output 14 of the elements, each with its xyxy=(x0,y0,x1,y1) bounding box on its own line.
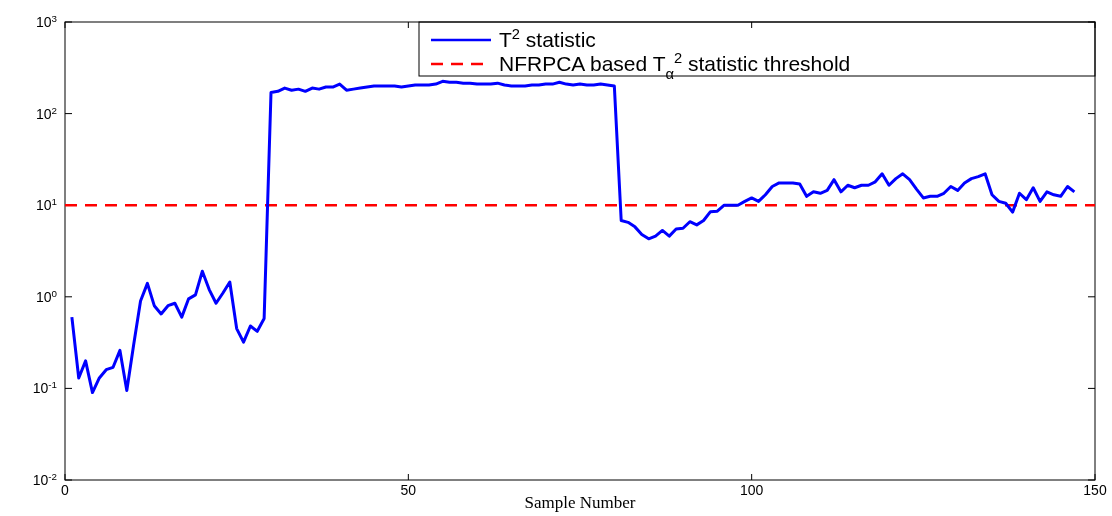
y-tick-label: 10$^{3}$ xyxy=(35,12,58,30)
y-tick-label: 10$^{1}$ xyxy=(35,195,57,214)
x-tick-label: 50 xyxy=(400,482,417,498)
y-tick-label: 10$^{2}$ xyxy=(35,104,57,122)
legend-label: NFRPCA based T$_{α}$$^{2}$ statistic threshold xyxy=(499,50,851,82)
x-tick-label: 0 xyxy=(61,482,70,498)
x-tick-label: 150 xyxy=(1083,482,1107,498)
y-tick-label: 10$^{-2}$ xyxy=(32,470,57,488)
legend-label: T$^{2}$ statistic xyxy=(499,26,596,51)
y-tick-label: 10$^{0}$ xyxy=(35,287,58,305)
line-series xyxy=(70,79,1076,395)
x-axis-title: Sample Number xyxy=(524,493,636,512)
x-tick-label: 100 xyxy=(739,482,764,498)
y-tick-label: 10$^{-1}$ xyxy=(32,378,57,397)
